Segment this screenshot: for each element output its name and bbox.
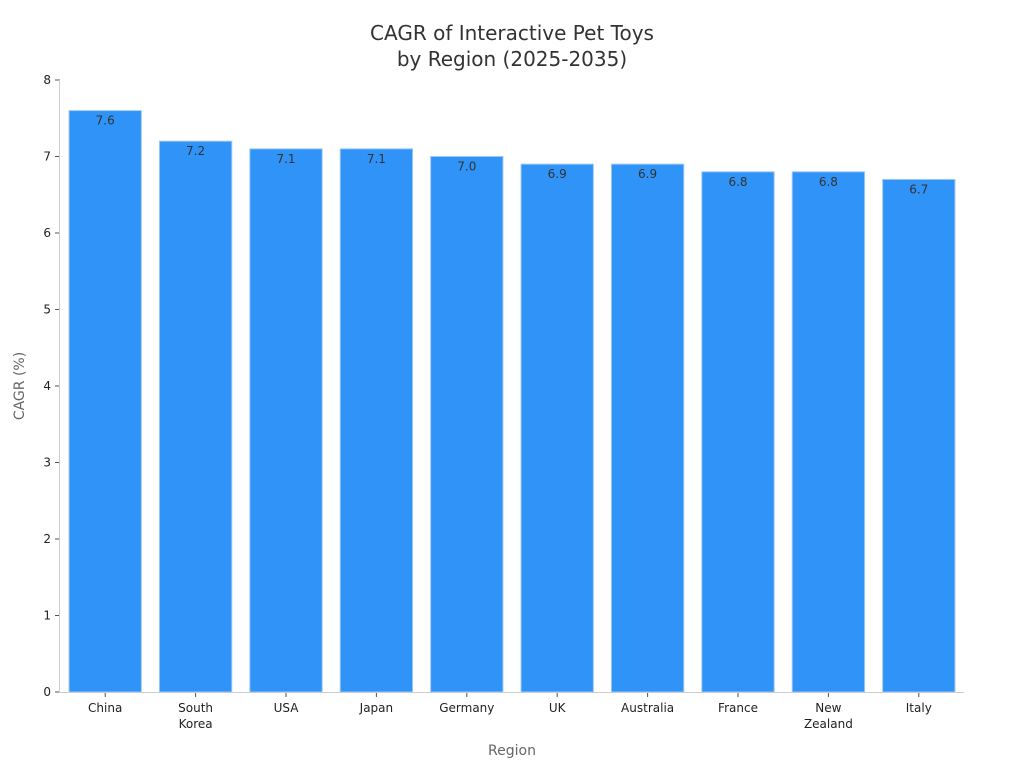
x-tick-label: Australia [621, 701, 674, 715]
data-labels: 7.6 7.2 7.1 7.1 7.0 6.9 6.9 6.8 6.8 6.7 [96, 114, 929, 197]
bar [882, 178, 956, 693]
bar-value-label: 6.9 [638, 167, 657, 181]
y-axis-ticks: 0 1 2 3 4 5 6 7 8 [43, 73, 60, 699]
y-tick-label: 3 [43, 456, 51, 470]
bar [249, 148, 323, 693]
x-tick-label: New [815, 701, 841, 715]
bars [68, 110, 956, 693]
x-tick-label: China [88, 701, 122, 715]
x-tick-label: UK [549, 701, 567, 715]
bar [339, 148, 414, 693]
bar [701, 171, 775, 693]
x-tick-label: Zealand [804, 717, 853, 731]
y-tick-label: 2 [43, 532, 51, 546]
x-tick-label: USA [274, 701, 300, 715]
x-axis-title: Region [488, 743, 536, 759]
bar [791, 171, 866, 693]
x-axis-ticks: China South Korea USA Japan Germany UK Australi… [88, 692, 932, 731]
y-axis-title: CAGR (%) [12, 352, 28, 420]
x-tick-label: Korea [179, 717, 213, 731]
y-tick-label: 0 [43, 685, 51, 699]
bar-value-label: 7.6 [96, 114, 115, 128]
bar [520, 163, 594, 693]
bar [158, 140, 233, 693]
bar-value-label: 7.0 [457, 160, 476, 174]
bar-value-label: 6.9 [548, 167, 567, 181]
chart-title-line-1: CAGR of Interactive Pet Toys [370, 21, 654, 45]
bar-value-label: 6.8 [819, 175, 838, 189]
bar-value-label: 7.2 [186, 144, 205, 158]
y-tick-label: 4 [43, 379, 51, 393]
bar [610, 163, 685, 693]
bar-value-label: 6.8 [728, 175, 747, 189]
bar [68, 110, 142, 693]
x-tick-label: Japan [359, 701, 393, 715]
x-tick-label: Italy [906, 701, 932, 715]
bar-value-label: 6.7 [909, 182, 928, 196]
x-tick-label: France [718, 701, 758, 715]
y-tick-label: 7 [43, 150, 51, 164]
bar [430, 156, 504, 693]
x-tick-label: South [178, 701, 213, 715]
x-tick-label: Germany [439, 701, 494, 715]
bar-value-label: 7.1 [276, 152, 295, 166]
y-tick-label: 6 [43, 226, 51, 240]
y-tick-label: 1 [43, 609, 51, 623]
y-tick-label: 5 [43, 303, 51, 317]
chart-title-line-2: by Region (2025-2035) [397, 47, 627, 71]
y-tick-label: 8 [43, 73, 51, 87]
bar-value-label: 7.1 [367, 152, 386, 166]
